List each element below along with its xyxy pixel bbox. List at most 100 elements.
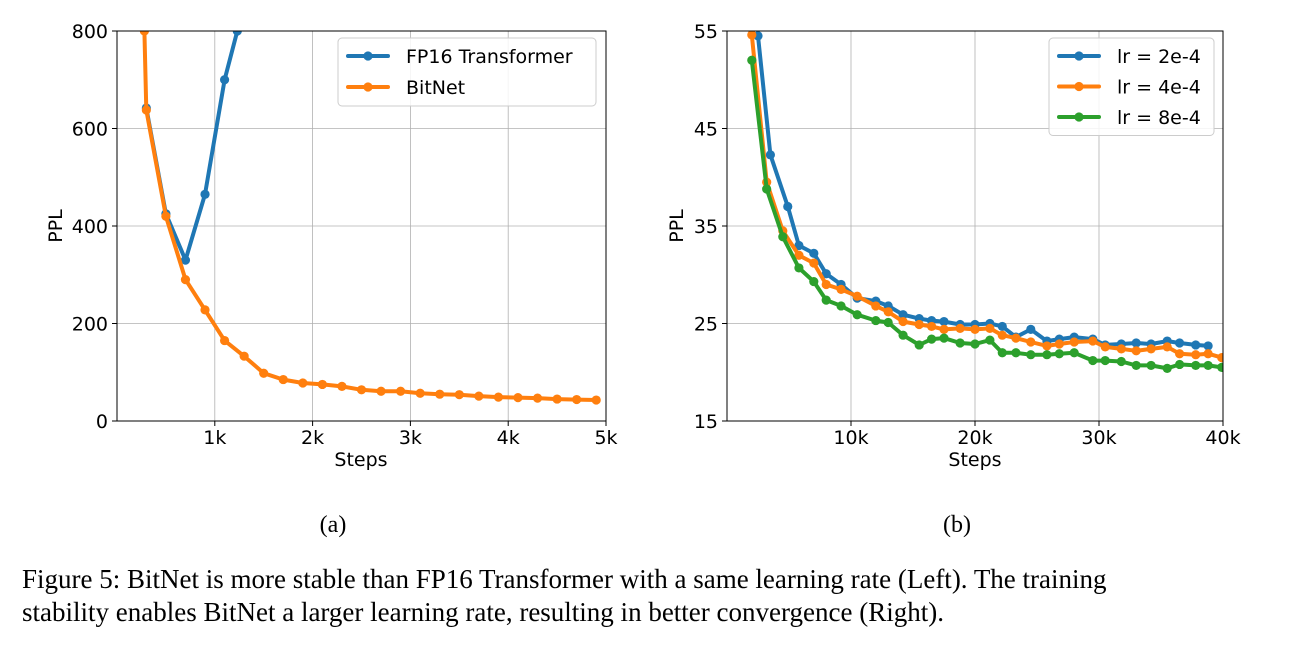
chart-a-xtick-label: 3k xyxy=(399,427,422,449)
chart-a-legend-marker xyxy=(363,82,373,92)
chart-a-xtick-label: 1k xyxy=(203,427,226,449)
chart-b-series-3-point xyxy=(836,301,846,311)
chart-b-legend: lr = 2e-4 lr = 4e-4 lr = 8e-4 xyxy=(1048,37,1215,136)
chart-b-series-3-point xyxy=(871,315,881,326)
chart-b-series-1-point xyxy=(809,248,819,258)
chart-a-series-2-point xyxy=(493,392,504,402)
chart-b-series-1-point xyxy=(821,269,831,279)
chart-b-ytick-label: 55 xyxy=(694,21,718,43)
chart-b-series-3-point xyxy=(955,338,965,348)
chart-a-ticks: 1k 2k 3k 4k 5k 0 200 400 600 800 xyxy=(72,21,618,449)
chart-a-sublabel: (a) xyxy=(320,512,347,538)
chart-b-series-3-point xyxy=(1100,355,1110,366)
chart-b-series-2-point xyxy=(939,324,949,334)
chart-b-series-2-point xyxy=(836,284,846,294)
chart-a-series-2-point xyxy=(572,394,582,405)
chart-b-series-2-point xyxy=(985,323,995,333)
chart-b-legend-box xyxy=(1048,37,1215,136)
caption-line-1: Figure 5: BitNet is more stable than FP1… xyxy=(22,564,1107,594)
chart-b-series-3-point xyxy=(1175,359,1185,370)
chart-b-series-2-point xyxy=(794,250,804,260)
chart-b-series-3-point xyxy=(1146,360,1156,371)
chart-a-xtick-label: 4k xyxy=(497,427,520,449)
chart-a-series-1-point xyxy=(219,75,230,85)
chart-b-series-3-point xyxy=(1217,362,1223,372)
chart-b-series-1-point xyxy=(783,201,793,212)
chart-b-series-3-point xyxy=(821,295,831,305)
chart-a-series-1-point xyxy=(180,255,191,265)
chart-b-xtick-label: 20k xyxy=(957,427,992,449)
chart-b-series-3-point xyxy=(914,340,924,350)
chart-b-legend-marker xyxy=(1074,112,1084,122)
chart-b-series-3-point xyxy=(1054,349,1064,359)
chart-b-series-2-point xyxy=(1088,336,1098,346)
chart-b-xtick-label: 10k xyxy=(833,427,868,449)
chart-a-series-2-point xyxy=(298,378,308,388)
chart-a-series-2-point xyxy=(435,389,445,399)
chart-a-legend-marker xyxy=(363,51,373,61)
chart-b-ylabel: PPL xyxy=(666,209,688,243)
chart-a-series-2-point xyxy=(474,391,484,401)
chart-b-series-3-point xyxy=(1011,348,1021,358)
chart-a-ytick-label: 400 xyxy=(72,216,108,238)
chart-a-series-2-point xyxy=(356,385,367,395)
chart-a-series-2-point xyxy=(317,379,327,390)
caption-line-2: stability enables BitNet a larger learni… xyxy=(22,597,944,627)
chart-b-series-3-point xyxy=(883,317,893,328)
chart-b-series-2-point xyxy=(1026,337,1036,347)
chart-a-xtick-label: 2k xyxy=(301,427,324,449)
chart-a-legend: FP16 Transformer BitNet xyxy=(337,37,597,107)
chart-a-series-2-point xyxy=(513,393,523,403)
chart-b-legend-label: lr = 4e-4 xyxy=(1117,77,1201,99)
chart-b-legend-label: lr = 2e-4 xyxy=(1117,46,1201,68)
chart-a: 1k 2k 3k 4k 5k 0 200 400 600 800 Steps PPL FP16 T… xyxy=(45,21,618,538)
chart-b-series-2-point xyxy=(898,316,908,327)
chart-b-series-1-point xyxy=(765,150,776,160)
chart-a-series-2-point xyxy=(591,395,601,405)
chart-b-series-3-point xyxy=(794,263,804,273)
chart-a-series-2-point xyxy=(200,305,210,315)
chart-b: 10k 20k 30k 40k 15 25 35 45 55 Steps PPL lr = 2e… xyxy=(666,21,1241,538)
chart-a-ytick-label: 600 xyxy=(72,119,108,141)
chart-a-series-1-point xyxy=(200,189,210,199)
chart-b-series-2-point xyxy=(1203,349,1213,359)
chart-a-series-2-point xyxy=(337,381,347,391)
chart-b-series-2-point xyxy=(1162,342,1172,352)
chart-b-series-3-point xyxy=(778,232,788,242)
chart-b-series-2-point xyxy=(1069,337,1079,347)
chart-a-series-2-point xyxy=(552,394,562,404)
chart-b-series-3-point xyxy=(1191,360,1201,371)
chart-b-series-3-point xyxy=(1069,348,1079,358)
chart-a-ytick-label: 800 xyxy=(72,21,108,43)
chart-b-series-2-point xyxy=(914,319,924,330)
chart-b-series-2-point xyxy=(1175,349,1185,359)
chart-b-series-3-point xyxy=(1116,356,1126,367)
chart-a-legend-label: FP16 Transformer xyxy=(406,46,573,68)
chart-b-series-2-point xyxy=(1191,350,1201,360)
chart-b-series-2-point xyxy=(1054,339,1064,349)
chart-b-legend-marker xyxy=(1074,51,1084,61)
chart-b-series-2-point xyxy=(1131,346,1141,356)
chart-b-series-3-point xyxy=(927,334,937,344)
chart-b-series-2-point xyxy=(1116,344,1126,354)
chart-a-series-2-point xyxy=(219,335,230,346)
chart-b-ytick-label: 25 xyxy=(694,314,718,336)
chart-b-series-3-point xyxy=(1131,360,1141,371)
figure-caption: Figure 5: BitNet is more stable than FP1… xyxy=(22,563,1282,629)
chart-a-ytick-label: 200 xyxy=(72,314,108,336)
chart-b-ytick-label: 15 xyxy=(694,411,718,433)
chart-a-series-2-point xyxy=(396,386,406,396)
chart-a-series-2-point xyxy=(415,388,425,398)
chart-b-legend-label: lr = 8e-4 xyxy=(1117,107,1201,129)
chart-b-series-1-point xyxy=(939,316,949,327)
chart-b-xtick-label: 40k xyxy=(1205,427,1240,449)
chart-b-series-1-point xyxy=(997,321,1007,332)
chart-b-xtick-label: 30k xyxy=(1081,427,1116,449)
chart-a-series-1-point xyxy=(232,31,242,36)
chart-a-series-2-point xyxy=(141,105,151,115)
chart-b-series-3-point xyxy=(809,276,819,287)
chart-b-plot-area xyxy=(747,31,1223,373)
chart-b-series-2-point xyxy=(955,323,965,333)
chart-b-series-2-point xyxy=(1042,341,1052,351)
chart-b-series-3-point xyxy=(852,310,862,320)
